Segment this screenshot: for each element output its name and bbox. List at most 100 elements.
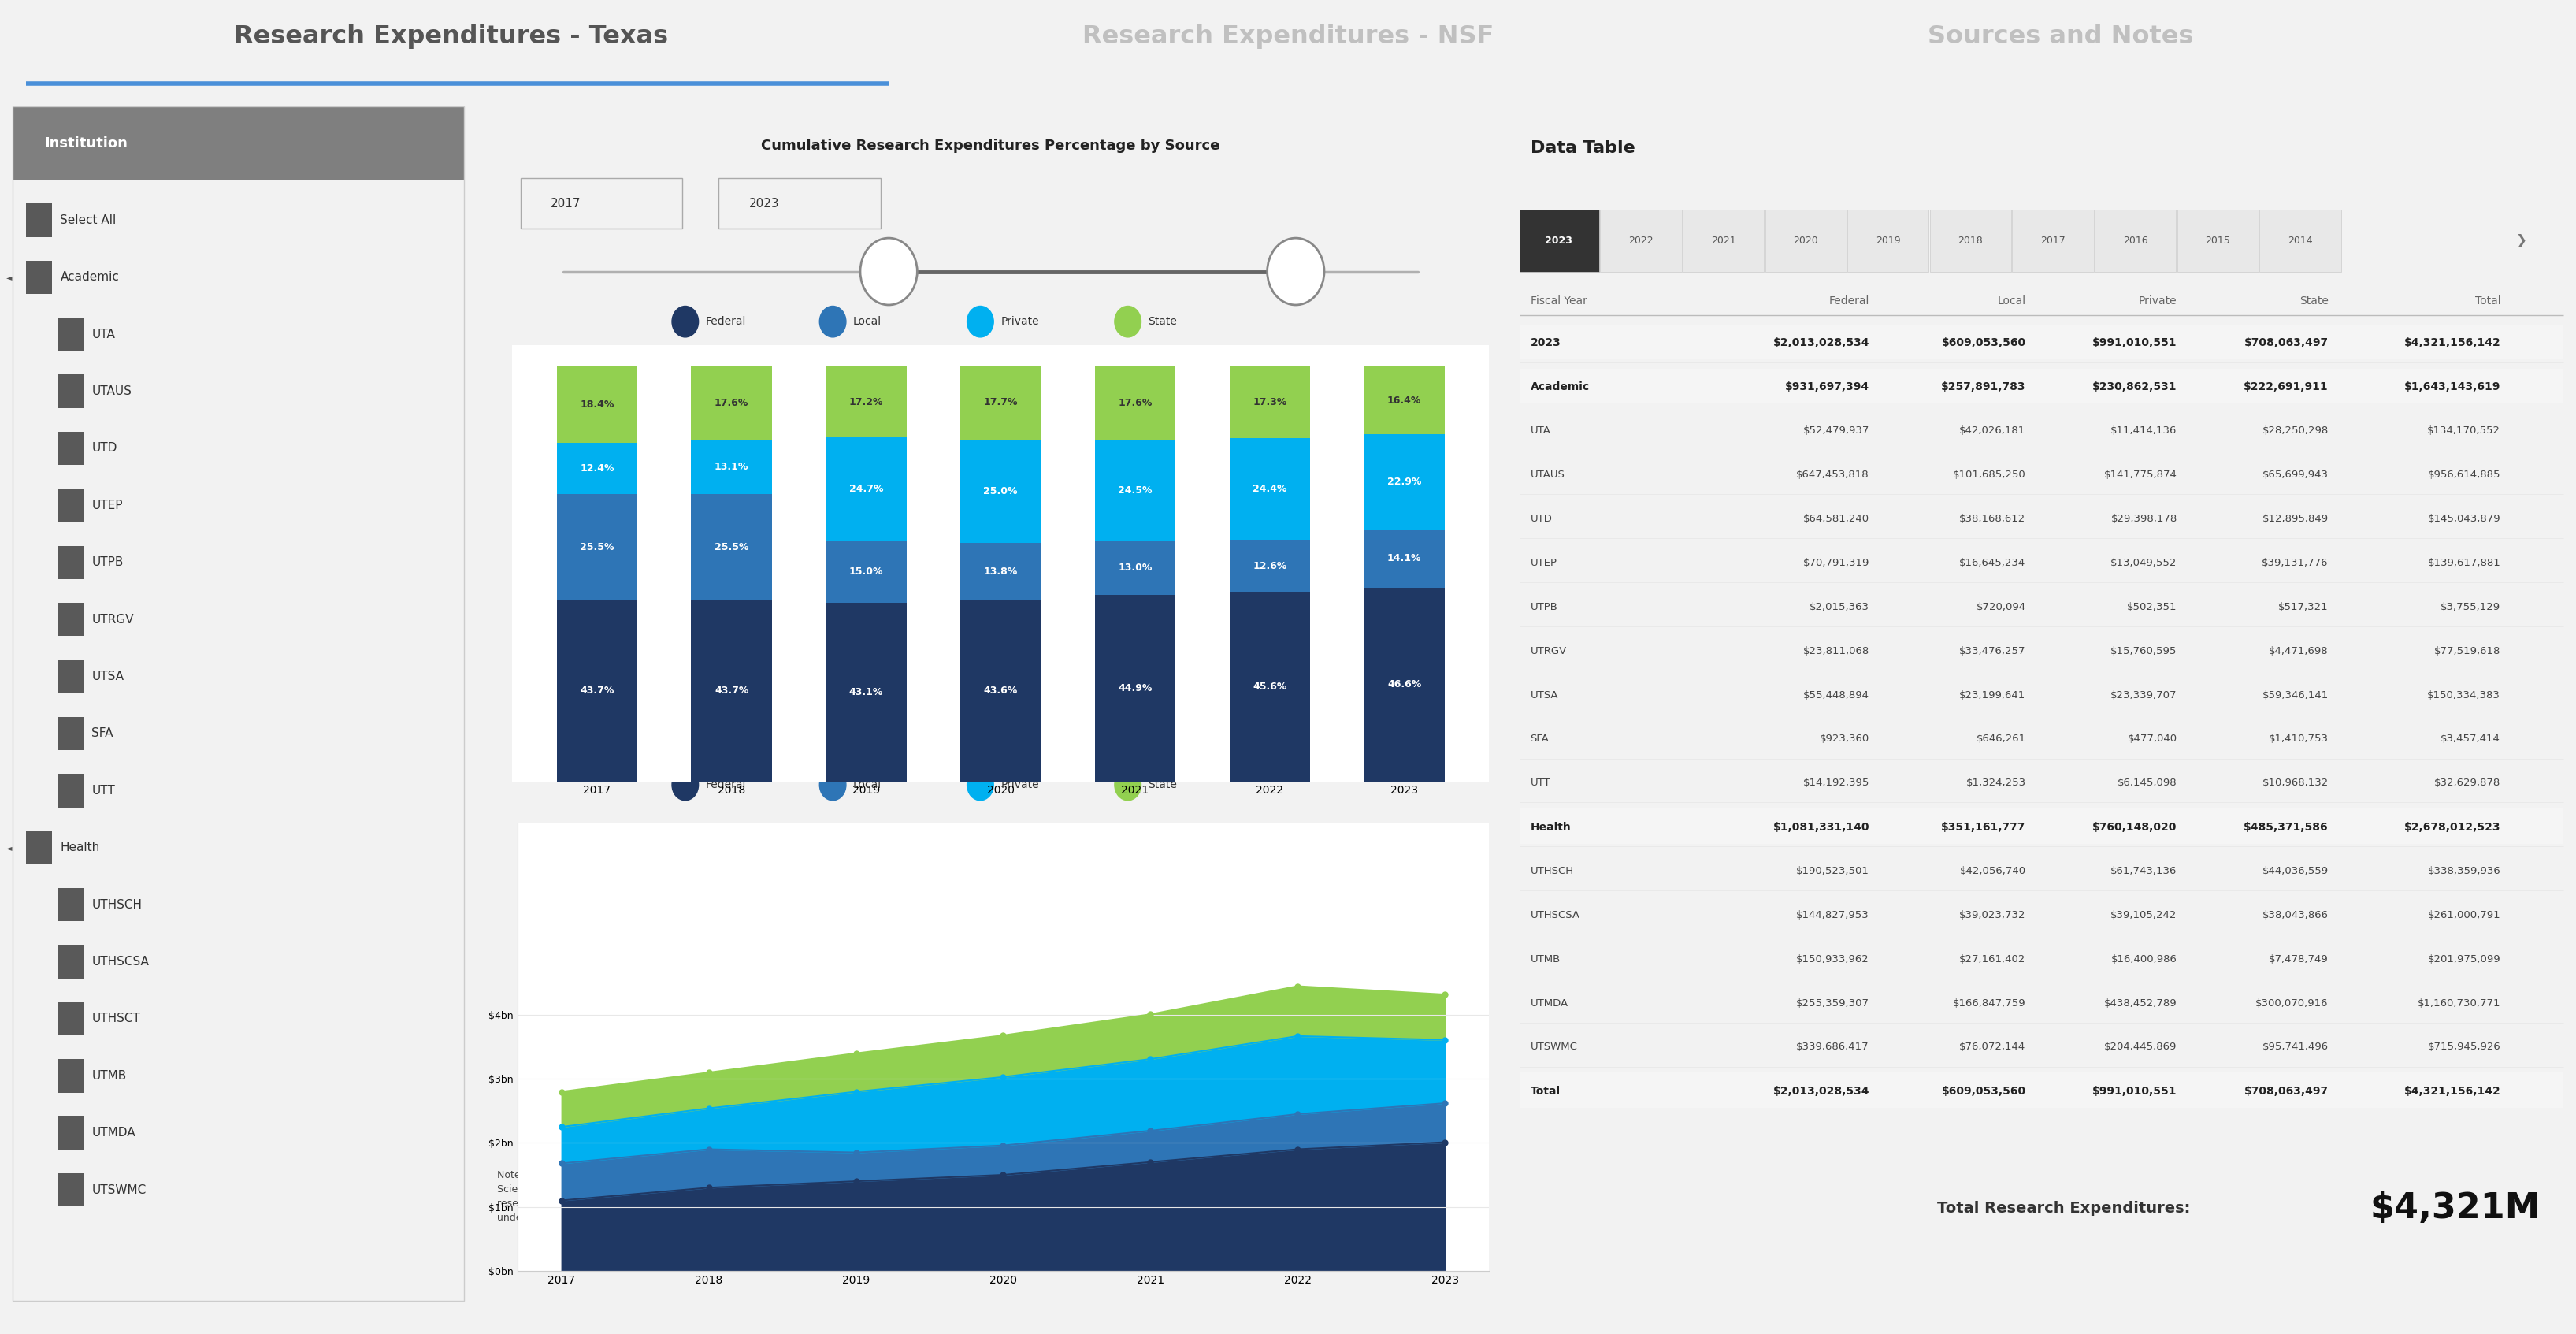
Text: 2023: 2023 — [1546, 235, 1571, 245]
Text: UTRGV: UTRGV — [93, 614, 134, 626]
Text: $166,847,759: $166,847,759 — [1953, 998, 2025, 1009]
Text: 44.9%: 44.9% — [1118, 683, 1151, 694]
Bar — [690, 440, 773, 494]
Bar — [556, 443, 636, 494]
Bar — [1229, 367, 1311, 439]
Text: ◄: ◄ — [5, 843, 13, 851]
Text: $141,775,874: $141,775,874 — [2105, 470, 2177, 480]
Text: $609,053,560: $609,053,560 — [1942, 1086, 2025, 1097]
Text: 43.6%: 43.6% — [984, 686, 1018, 696]
Text: 24.5%: 24.5% — [1118, 486, 1151, 495]
Text: 17.2%: 17.2% — [850, 396, 884, 407]
FancyBboxPatch shape — [57, 1059, 82, 1093]
Bar — [827, 603, 907, 782]
Text: UTAUS: UTAUS — [93, 386, 131, 398]
Text: $23,199,641: $23,199,641 — [1960, 690, 2025, 700]
Text: UTT: UTT — [93, 784, 116, 796]
Bar — [1229, 592, 1311, 782]
Text: Total: Total — [2476, 295, 2501, 307]
Text: 2015: 2015 — [2205, 235, 2231, 245]
Text: $338,359,936: $338,359,936 — [2427, 866, 2501, 876]
FancyBboxPatch shape — [2177, 209, 2259, 272]
Text: 18.4%: 18.4% — [580, 399, 613, 410]
Bar — [961, 366, 1041, 439]
Circle shape — [1115, 770, 1141, 800]
Text: $28,250,298: $28,250,298 — [2262, 426, 2329, 436]
Text: $139,617,881: $139,617,881 — [2427, 558, 2501, 568]
Text: $16,400,986: $16,400,986 — [2112, 954, 2177, 964]
Text: $29,398,178: $29,398,178 — [2110, 514, 2177, 524]
Text: $42,056,740: $42,056,740 — [1960, 866, 2025, 876]
Text: UTAUS: UTAUS — [1530, 470, 1564, 480]
Text: 2016: 2016 — [2123, 235, 2148, 245]
Bar — [1095, 439, 1175, 542]
Text: $101,685,250: $101,685,250 — [1953, 470, 2025, 480]
Text: $1,643,143,619: $1,643,143,619 — [2403, 382, 2501, 392]
Text: $1,160,730,771: $1,160,730,771 — [2416, 998, 2501, 1009]
Text: UTSWMC: UTSWMC — [93, 1185, 147, 1195]
Text: Private: Private — [999, 316, 1038, 327]
Text: 2023: 2023 — [1530, 338, 1561, 348]
Circle shape — [966, 770, 994, 800]
Bar — [1229, 540, 1311, 592]
FancyBboxPatch shape — [57, 944, 82, 978]
Circle shape — [819, 770, 845, 800]
Text: $1,324,253: $1,324,253 — [1965, 778, 2025, 788]
Text: Trends in Research Expenditures: Trends in Research Expenditures — [860, 742, 1121, 756]
Bar — [961, 600, 1041, 782]
Text: 2023: 2023 — [750, 197, 781, 209]
FancyBboxPatch shape — [2094, 209, 2177, 272]
Text: 16.4%: 16.4% — [1388, 395, 1422, 406]
Text: Local: Local — [853, 316, 881, 327]
Text: $190,523,501: $190,523,501 — [1795, 866, 1870, 876]
Bar — [1363, 588, 1445, 782]
Text: $144,827,953: $144,827,953 — [1795, 910, 1870, 920]
Text: $351,161,777: $351,161,777 — [1942, 822, 2025, 832]
Bar — [961, 543, 1041, 600]
Text: Academic: Academic — [59, 271, 118, 283]
Text: $59,346,141: $59,346,141 — [2262, 690, 2329, 700]
FancyBboxPatch shape — [1765, 209, 1847, 272]
Text: 25.0%: 25.0% — [984, 486, 1018, 496]
Text: $2,013,028,534: $2,013,028,534 — [1772, 338, 1870, 348]
Bar — [1095, 542, 1175, 595]
Text: 12.4%: 12.4% — [580, 463, 613, 474]
Text: ◄: ◄ — [5, 273, 13, 281]
Text: $3,755,129: $3,755,129 — [2439, 602, 2501, 612]
Text: ❯: ❯ — [2517, 233, 2527, 248]
Text: 2017: 2017 — [2040, 235, 2066, 245]
Text: Health: Health — [1530, 822, 1571, 832]
Text: $70,791,319: $70,791,319 — [1803, 558, 1870, 568]
Text: 2021: 2021 — [1710, 235, 1736, 245]
Text: UTA: UTA — [93, 328, 116, 340]
FancyBboxPatch shape — [1929, 209, 2012, 272]
Text: $16,645,234: $16,645,234 — [1960, 558, 2025, 568]
Text: $931,697,394: $931,697,394 — [1785, 382, 1870, 392]
Text: 24.7%: 24.7% — [850, 484, 884, 494]
Text: $257,891,783: $257,891,783 — [1942, 382, 2025, 392]
FancyBboxPatch shape — [26, 203, 52, 237]
Text: $222,691,911: $222,691,911 — [2244, 382, 2329, 392]
Bar — [1363, 530, 1445, 588]
Circle shape — [860, 237, 917, 305]
Text: State: State — [1149, 316, 1177, 327]
Text: Institution: Institution — [44, 136, 129, 151]
Text: UTSWMC: UTSWMC — [1530, 1042, 1577, 1053]
Text: UTPB: UTPB — [93, 556, 124, 568]
Text: 25.5%: 25.5% — [714, 542, 750, 552]
Text: 45.6%: 45.6% — [1252, 682, 1288, 692]
Text: Research Expenditures - NSF: Research Expenditures - NSF — [1082, 24, 1494, 48]
Text: $33,476,257: $33,476,257 — [1960, 646, 2025, 656]
Text: Private: Private — [999, 779, 1038, 790]
Text: UTRGV: UTRGV — [1530, 646, 1566, 656]
Text: SFA: SFA — [1530, 734, 1548, 744]
Text: $65,699,943: $65,699,943 — [2262, 470, 2329, 480]
Text: $12,895,849: $12,895,849 — [2262, 514, 2329, 524]
FancyBboxPatch shape — [1847, 209, 1929, 272]
Text: 2018: 2018 — [1958, 235, 1984, 245]
FancyBboxPatch shape — [1520, 808, 2563, 844]
FancyBboxPatch shape — [1682, 209, 1765, 272]
Text: UTPB: UTPB — [1530, 602, 1558, 612]
FancyBboxPatch shape — [1517, 209, 1600, 272]
Text: $95,741,496: $95,741,496 — [2262, 1042, 2329, 1053]
